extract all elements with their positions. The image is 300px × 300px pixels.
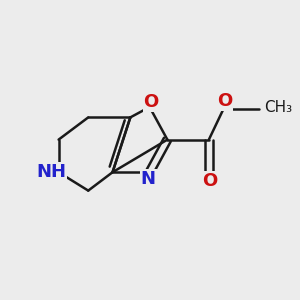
Text: N: N (141, 170, 156, 188)
Text: O: O (143, 93, 159, 111)
Text: NH: NH (36, 163, 66, 181)
Text: O: O (202, 172, 218, 190)
Text: O: O (217, 92, 232, 110)
Text: CH₃: CH₃ (264, 100, 292, 115)
